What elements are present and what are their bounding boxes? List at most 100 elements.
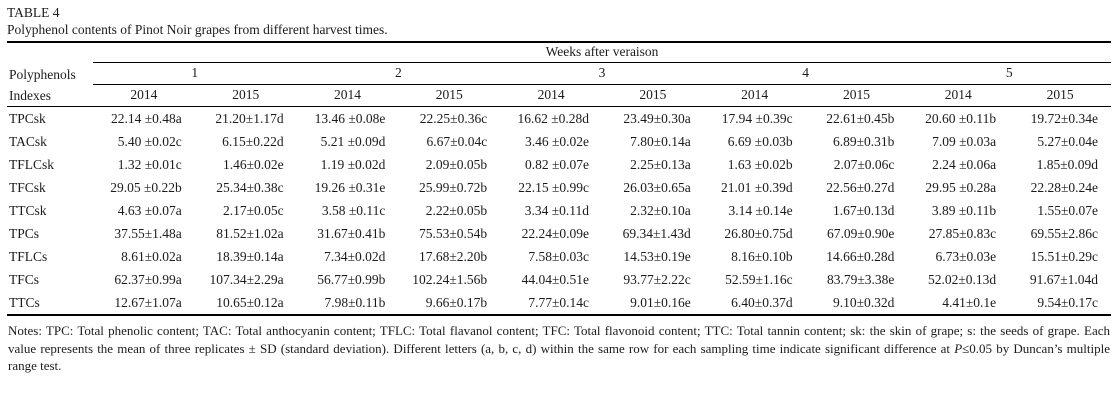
value-cell: 9.01±0.16e bbox=[601, 291, 704, 316]
value-cell: 14.66±0.28d bbox=[826, 248, 895, 264]
year-header: 2014 bbox=[296, 84, 399, 107]
table-row: TFLCsk 1.32 ±0.01c 1.46±0.02e 1.19 ±0.02d 2… bbox=[7, 153, 1111, 176]
value-cell: 81.52±1.02a bbox=[216, 225, 284, 241]
value-cell: 83.79±3.38e bbox=[826, 271, 895, 287]
value-cell: 26.80±0.75d bbox=[724, 225, 793, 241]
year-header: 2015 bbox=[805, 84, 908, 107]
value-cell: 9.54±0.17c bbox=[1009, 291, 1112, 316]
week-header: 1 bbox=[93, 62, 297, 85]
value-cell: 2.09±0.05b bbox=[425, 156, 488, 172]
table-body: TPCsk 22.14 ±0.48a 21.20±1.17d 13.46 ±0.08… bbox=[7, 107, 1112, 316]
value-cell: 5.27±0.04e bbox=[1037, 133, 1099, 149]
value-cell: 3.89 ±0.11b bbox=[931, 202, 997, 218]
value-cell: 18.39±0.14a bbox=[216, 248, 284, 264]
value-cell: 7.58±0.03c bbox=[528, 248, 589, 264]
table-caption: Polyphenol contents of Pinot Noir grapes… bbox=[7, 22, 388, 37]
value-cell: 4.41±0.1e bbox=[907, 291, 1010, 316]
value-cell: 2.22±0.05b bbox=[425, 202, 488, 218]
value-cell: 22.25±0.36c bbox=[419, 110, 488, 126]
row-label: TFLCsk bbox=[9, 156, 55, 172]
row-label: TACsk bbox=[9, 133, 47, 149]
value-cell: 2.07±0.06c bbox=[833, 156, 895, 172]
value-cell: 75.53±0.54b bbox=[419, 225, 488, 241]
value-cell: 0.82 ±0.07e bbox=[524, 156, 589, 172]
value-cell: 12.67±1.07a bbox=[93, 291, 195, 316]
value-cell: 52.02±0.13d bbox=[928, 271, 997, 287]
week-header: 3 bbox=[500, 62, 704, 85]
year-header: 2015 bbox=[1009, 84, 1112, 107]
row-label: TPCsk bbox=[9, 110, 46, 126]
value-cell: 9.66±0.17b bbox=[398, 291, 501, 316]
value-cell: 5.21 ±0.09d bbox=[320, 133, 386, 149]
value-cell: 19.26 ±0.31e bbox=[314, 179, 386, 195]
value-cell: 7.77±0.14c bbox=[500, 291, 602, 316]
value-cell: 67.09±0.90e bbox=[826, 225, 895, 241]
value-cell: 2.24 ±0.06a bbox=[932, 156, 997, 172]
value-cell: 1.19 ±0.02d bbox=[320, 156, 386, 172]
year-header: 2014 bbox=[703, 84, 806, 107]
value-cell: 2.17±0.05c bbox=[222, 202, 284, 218]
value-cell: 6.40±0.37d bbox=[703, 291, 806, 316]
value-cell: 69.34±1.43d bbox=[622, 225, 691, 241]
table-row: TFCsk 29.05 ±0.22b 25.34±0.38c 19.26 ±0.31… bbox=[7, 176, 1111, 199]
row-header-line1: Polyphenols bbox=[9, 66, 76, 82]
value-cell: 14.53±0.19e bbox=[623, 248, 691, 264]
value-cell: 52.59±1.16c bbox=[725, 271, 793, 287]
value-cell: 20.60 ±0.11b bbox=[925, 110, 997, 126]
week-header: 5 bbox=[907, 62, 1112, 85]
table-row: TTCsk 4.63 ±0.07a 2.17±0.05c 3.58 ±0.11c 2.… bbox=[7, 199, 1111, 222]
value-cell: 1.63 ±0.02b bbox=[727, 156, 793, 172]
value-cell: 8.61±0.02a bbox=[121, 248, 182, 264]
value-cell: 2.32±0.10a bbox=[630, 202, 691, 218]
notes-pre: Notes: TPC: Total phenolic content; TAC:… bbox=[8, 323, 1110, 356]
value-cell: 7.09 ±0.03a bbox=[932, 133, 997, 149]
value-cell: 4.63 ±0.07a bbox=[117, 202, 182, 218]
value-cell: 5.40 ±0.02c bbox=[117, 133, 182, 149]
polyphenol-table: Weeks after veraison Polyphenols 1 2 3 4… bbox=[7, 41, 1112, 316]
value-cell: 29.95 ±0.28a bbox=[925, 179, 997, 195]
value-cell: 37.55±1.48a bbox=[114, 225, 182, 241]
value-cell: 15.51±0.29c bbox=[1030, 248, 1099, 264]
value-cell: 9.10±0.32d bbox=[805, 291, 908, 316]
value-cell: 3.34 ±0.11d bbox=[524, 202, 589, 218]
value-cell: 6.67±0.04c bbox=[426, 133, 488, 149]
value-cell: 102.24±1.56b bbox=[412, 271, 488, 287]
notes-p-symbol: P bbox=[954, 340, 963, 356]
value-cell: 3.58 ±0.11c bbox=[321, 202, 386, 218]
value-cell: 23.49±0.30a bbox=[623, 110, 691, 126]
value-cell: 31.67±0.41b bbox=[317, 225, 386, 241]
value-cell: 1.55±0.07e bbox=[1037, 202, 1099, 218]
value-cell: 6.89±0.31b bbox=[832, 133, 895, 149]
value-cell: 6.73±0.03e bbox=[935, 248, 997, 264]
table-row: TPCs 37.55±1.48a 81.52±1.02a 31.67±0.41b 75… bbox=[7, 222, 1111, 245]
value-cell: 29.05 ±0.22b bbox=[110, 179, 182, 195]
value-cell: 91.67±1.04d bbox=[1029, 271, 1099, 287]
week-header: 4 bbox=[703, 62, 908, 85]
value-cell: 22.61±0.45b bbox=[826, 110, 895, 126]
row-header-line2: Indexes bbox=[7, 84, 93, 107]
value-cell: 16.62 ±0.28d bbox=[517, 110, 589, 126]
value-cell: 2.25±0.13a bbox=[630, 156, 691, 172]
value-cell: 1.32 ±0.01c bbox=[117, 156, 182, 172]
value-cell: 25.99±0.72b bbox=[419, 179, 488, 195]
value-cell: 3.14 ±0.14e bbox=[728, 202, 793, 218]
value-cell: 7.34±0.02d bbox=[323, 248, 386, 264]
row-label: TFCsk bbox=[9, 179, 46, 195]
group-header-row: Weeks after veraison bbox=[7, 42, 1112, 63]
value-cell: 17.94 ±0.39c bbox=[721, 110, 793, 126]
value-cell: 1.67±0.13d bbox=[832, 202, 895, 218]
week-header: 2 bbox=[296, 62, 501, 85]
row-label: TTCsk bbox=[9, 202, 47, 218]
value-cell: 44.04±0.51e bbox=[521, 271, 589, 287]
value-cell: 25.34±0.38c bbox=[216, 179, 284, 195]
group-header: Weeks after veraison bbox=[93, 42, 1112, 63]
value-cell: 6.15±0.22d bbox=[222, 133, 284, 149]
value-cell: 1.85±0.09d bbox=[1036, 156, 1099, 172]
value-cell: 17.68±2.20b bbox=[419, 248, 488, 264]
year-header: 2015 bbox=[601, 84, 704, 107]
table-title: TABLE 4 bbox=[7, 5, 60, 20]
value-cell: 22.28±0.24e bbox=[1030, 179, 1099, 195]
row-label: TTCs bbox=[7, 291, 93, 316]
year-header: 2014 bbox=[93, 84, 195, 107]
year-header: 2015 bbox=[194, 84, 297, 107]
